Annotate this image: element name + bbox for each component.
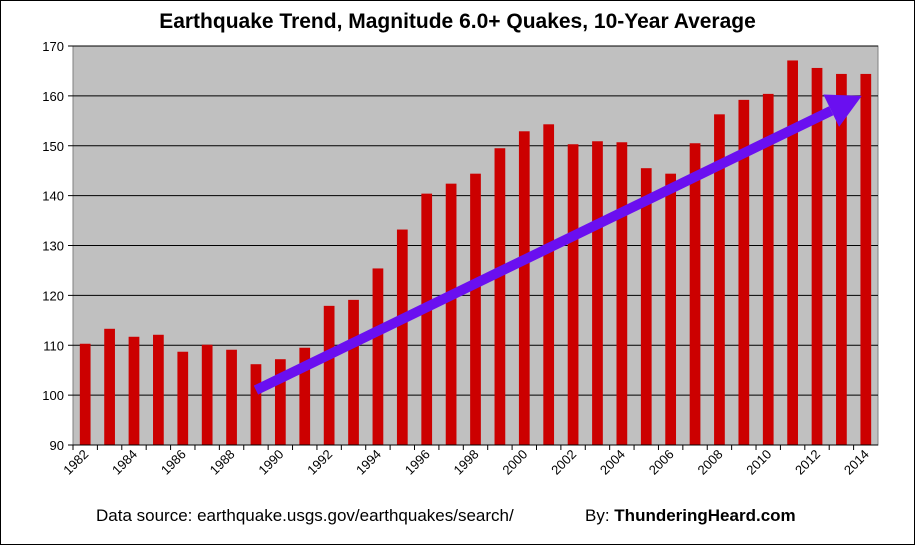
y-tick-label: 150 [42, 139, 64, 154]
chart-title: Earthquake Trend, Magnitude 6.0+ Quakes,… [159, 10, 756, 33]
bar-1986 [177, 351, 189, 445]
bars [79, 60, 872, 446]
bar-2010 [762, 93, 774, 445]
y-tick-label: 120 [42, 288, 64, 303]
bar-2006 [665, 173, 677, 445]
bar-2004 [616, 142, 628, 446]
x-tick-label: 1988 [207, 447, 238, 478]
x-tick-label: 2008 [695, 447, 726, 478]
y-tick-label: 130 [42, 239, 64, 254]
bar-1990 [274, 359, 286, 445]
x-tick-label: 1992 [304, 447, 335, 478]
y-axis-ticks: 90 100 110 120 130 140 150 160 170 [42, 39, 73, 453]
bar-2011 [787, 60, 798, 446]
bar-2001 [543, 124, 555, 446]
bar-1996 [421, 193, 433, 445]
bar-1991 [299, 347, 311, 445]
trend-arrow-shaft [253, 106, 834, 395]
bar-2005 [640, 168, 652, 445]
bar-2003 [592, 141, 603, 446]
x-axis-ticks: 1982 1984 1986 1988 1990 1992 1994 1996 1998 2000… [60, 444, 878, 478]
bar-2002 [567, 144, 579, 445]
x-tick-label: 2014 [841, 447, 872, 478]
x-tick-label: 2000 [499, 447, 530, 478]
x-tick-label: 1994 [353, 447, 384, 478]
y-tick-label: 170 [42, 39, 64, 54]
bar-1999 [494, 148, 506, 445]
bar-1989 [250, 364, 262, 445]
data-source-note: Data source: earthquake.usgs.gov/earthqu… [96, 506, 514, 525]
x-tick-label: 1996 [402, 447, 433, 478]
by-label: By: [585, 506, 610, 525]
bar-2014 [860, 73, 872, 446]
y-tick-label: 100 [42, 388, 64, 403]
bar-1987 [201, 344, 213, 445]
x-tick-label: 1982 [60, 447, 91, 478]
x-tick-label: 2012 [792, 447, 823, 478]
x-tick-label: 1984 [109, 447, 140, 478]
y-tick-label: 110 [43, 338, 64, 353]
bar-1985 [153, 334, 164, 445]
bar-2007 [689, 143, 701, 445]
attribution: By: ThunderingHeard.com [585, 506, 796, 526]
x-tick-label: 2006 [646, 447, 677, 478]
x-tick-label: 1986 [158, 447, 189, 478]
bar-1992 [323, 305, 335, 445]
bar-2008 [714, 114, 725, 446]
x-tick-label: 1998 [451, 447, 482, 478]
bar-1993 [348, 299, 359, 445]
site-name: ThunderingHeard.com [614, 506, 796, 525]
trend-arrow [253, 94, 862, 395]
x-tick-label: 2004 [597, 447, 628, 478]
x-tick-label: 2010 [743, 447, 774, 478]
y-tick-label: 160 [42, 89, 64, 104]
bar-1998 [470, 173, 481, 445]
bar-1983 [104, 328, 115, 445]
bar-2009 [738, 99, 750, 446]
bar-1984 [128, 336, 140, 445]
bar-2013 [836, 73, 847, 446]
bar-1995 [396, 229, 408, 445]
bar-2000 [518, 131, 530, 445]
bar-1994 [372, 268, 384, 445]
x-tick-label: 2002 [548, 447, 579, 478]
bar-2012 [811, 67, 823, 445]
trend-arrow-head [823, 94, 862, 127]
bar-1997 [445, 183, 457, 445]
x-tick-label: 1990 [255, 447, 286, 478]
y-tick-label: 140 [42, 189, 64, 204]
bar-1988 [226, 349, 237, 445]
bar-1982 [79, 343, 91, 445]
y-tick-label: 90 [50, 438, 64, 453]
